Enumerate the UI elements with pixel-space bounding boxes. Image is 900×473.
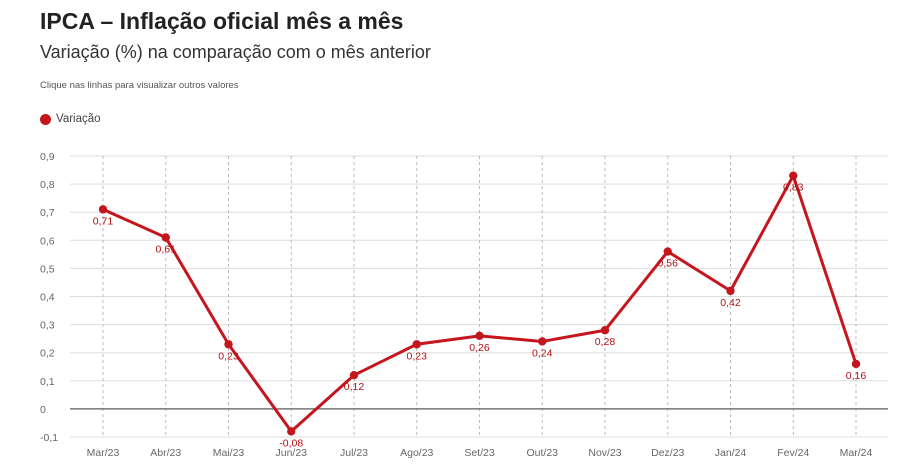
chart-title: IPCA – Inflação oficial mês a mês xyxy=(40,8,404,34)
data-point[interactable] xyxy=(789,171,798,180)
series-line-variacao[interactable] xyxy=(101,174,858,433)
x-tick-label: Jun/23 xyxy=(275,447,307,459)
data-point[interactable] xyxy=(600,326,610,335)
legend-item-variacao[interactable]: Variação xyxy=(40,113,101,125)
legend-label: Variação xyxy=(56,113,101,125)
data-point[interactable] xyxy=(224,340,233,349)
data-label: 0,83 xyxy=(783,182,804,194)
x-tick-label: Mar/23 xyxy=(87,447,120,459)
x-tick-label: Ago/23 xyxy=(400,447,433,459)
data-point[interactable] xyxy=(851,359,861,369)
data-label: 0,26 xyxy=(469,342,490,354)
grid xyxy=(70,155,888,438)
data-point[interactable] xyxy=(287,427,296,436)
x-tick-label: Abr/23 xyxy=(150,447,181,459)
data-label: 0,28 xyxy=(595,336,616,348)
x-tick-label: Fev/24 xyxy=(777,447,809,459)
data-point[interactable] xyxy=(663,247,672,256)
line-chart: -0,1 0 0,1 0,2 0,3 0,4 0,5 0,6 0,7 0,8 0,9 Mar/23 Ab… xyxy=(40,151,888,459)
y-tick-label: 0,2 xyxy=(40,348,55,360)
data-point[interactable] xyxy=(161,233,170,242)
legend-dot-icon xyxy=(40,113,51,125)
x-tick-label: Nov/23 xyxy=(588,447,621,459)
x-tick-label: Out/23 xyxy=(526,447,558,459)
y-tick-label: 0 xyxy=(40,404,46,416)
data-point[interactable] xyxy=(726,286,735,296)
x-tick-label: Mai/23 xyxy=(213,447,245,459)
x-tick-label: Mar/24 xyxy=(840,447,873,459)
chart-subtitle: Variação (%) na comparação com o mês ant… xyxy=(40,42,431,62)
data-label: 0,16 xyxy=(846,370,867,382)
data-label: 0,24 xyxy=(532,347,553,359)
data-label: 0,23 xyxy=(218,350,239,362)
data-point[interactable] xyxy=(349,370,359,380)
data-label: 0,61 xyxy=(156,243,177,255)
y-tick-label: 0,9 xyxy=(40,151,55,163)
data-point[interactable] xyxy=(98,205,108,214)
x-tick-label: Dez/23 xyxy=(651,447,684,459)
x-tick-label: Set/23 xyxy=(464,447,495,459)
series-variacao[interactable] xyxy=(98,171,861,436)
data-point[interactable] xyxy=(412,340,421,349)
data-label: 0,71 xyxy=(93,215,114,227)
y-tick-label: 0,1 xyxy=(40,376,55,388)
data-labels: 0,71 0,61 0,23 -0,08 0,12 0,23 0,26 0,24 0,28 0,5… xyxy=(93,182,867,450)
data-label: 0,23 xyxy=(407,350,428,362)
x-tick-label: Jan/24 xyxy=(715,447,747,459)
y-tick-label: 0,7 xyxy=(40,207,55,219)
data-label: 0,12 xyxy=(344,381,365,393)
y-tick-label: 0,6 xyxy=(40,235,55,247)
y-tick-label: 0,3 xyxy=(40,320,55,332)
y-tick-label: 0,8 xyxy=(40,179,55,191)
data-point[interactable] xyxy=(538,337,547,346)
data-label: 0,42 xyxy=(720,297,741,309)
data-label: -0,08 xyxy=(279,437,303,449)
x-tick-label: Jul/23 xyxy=(340,447,368,459)
data-point[interactable] xyxy=(475,331,484,341)
data-label: 0,56 xyxy=(658,258,679,270)
interaction-hint: Clique nas linhas para visualizar outros… xyxy=(40,80,239,91)
axes: -0,1 0 0,1 0,2 0,3 0,4 0,5 0,6 0,7 0,8 0,9 Mar/23 Ab… xyxy=(40,151,888,459)
y-tick-label: 0,4 xyxy=(40,292,55,304)
y-tick-label: 0,5 xyxy=(40,263,55,275)
y-tick-label: -0,1 xyxy=(40,432,58,444)
